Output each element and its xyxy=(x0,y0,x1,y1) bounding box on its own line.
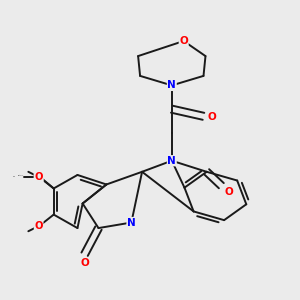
Text: O: O xyxy=(34,172,43,182)
Text: methoxy: methoxy xyxy=(18,175,24,176)
Text: O: O xyxy=(208,112,217,122)
Text: O: O xyxy=(179,36,188,46)
Text: OCH₃: OCH₃ xyxy=(13,176,16,177)
Text: O: O xyxy=(80,258,89,268)
Text: N: N xyxy=(167,80,176,90)
Text: O: O xyxy=(34,221,43,232)
Text: N: N xyxy=(167,156,176,166)
Text: N: N xyxy=(127,218,136,227)
Text: O: O xyxy=(34,172,43,182)
Text: O: O xyxy=(224,187,233,197)
